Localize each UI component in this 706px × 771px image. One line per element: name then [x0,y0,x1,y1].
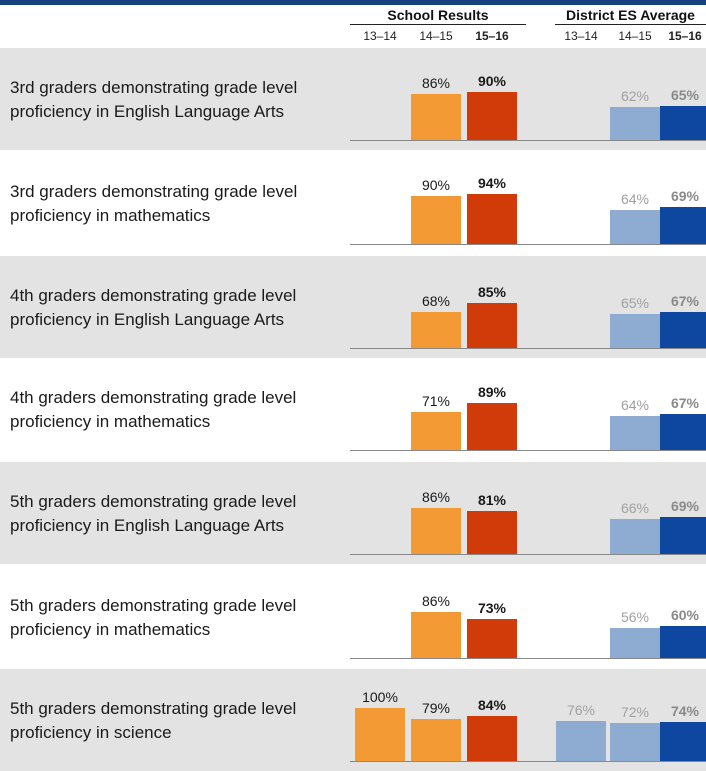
district-bar-2 [610,628,660,658]
school-results-title: School Results [387,7,489,23]
row-baseline [350,140,706,141]
district-year-header-3: 15–16 [668,29,702,43]
row-baseline [350,761,706,762]
school-bar-2 [411,719,461,761]
school-value-label-3: 94% [477,175,507,191]
district-value-label-2: 64% [620,191,650,207]
school-bar-2 [411,612,461,658]
chart-row-1: 3rd graders demonstrating grade level pr… [0,48,706,150]
school-year-header-1: 13–14 [363,29,397,43]
chart-row-3: 4th graders demonstrating grade level pr… [0,256,706,358]
district-average-underline [555,24,706,25]
top-rule [0,0,706,5]
school-value-label-2: 68% [421,293,451,309]
chart-row-4: 4th graders demonstrating grade level pr… [0,358,706,460]
district-value-label-3: 67% [670,395,700,411]
district-value-label-2: 56% [620,609,650,625]
school-bar-3 [467,303,517,348]
row-baseline [350,244,706,245]
district-bar-2 [610,210,660,244]
school-bar-2 [411,412,461,450]
district-bar-2 [610,107,660,140]
district-bar-1 [556,721,606,761]
school-bar-3 [467,92,517,140]
school-bar-3 [467,403,517,450]
district-bar-3 [660,207,706,244]
district-value-label-3: 69% [670,188,700,204]
district-bar-3 [660,517,706,554]
school-year-header-3: 15–16 [475,29,509,43]
row-baseline [350,554,706,555]
district-bar-2 [610,314,660,348]
school-bar-3 [467,716,517,761]
district-year-header-2: 14–15 [618,29,652,43]
school-value-label-2: 86% [421,489,451,505]
school-bar-2 [411,312,461,348]
row-label: 5th graders demonstrating grade level pr… [10,492,297,535]
chart-row-7: 5th graders demonstrating grade level pr… [0,669,706,771]
school-value-label-2: 86% [421,593,451,609]
district-bar-3 [660,312,706,348]
chart-row-2: 3rd graders demonstrating grade level pr… [0,152,706,254]
district-value-label-2: 66% [620,500,650,516]
district-value-label-2: 64% [620,397,650,413]
district-value-label-2: 62% [620,88,650,104]
school-value-label-1: 100% [362,689,398,705]
school-bar-3 [467,511,517,554]
district-bar-3 [660,722,706,761]
district-bar-2 [610,416,660,450]
row-label: 5th graders demonstrating grade level pr… [10,699,297,742]
district-average-title: District ES Average [566,7,695,23]
school-value-label-2: 86% [421,75,451,91]
district-year-header-1: 13–14 [564,29,598,43]
school-value-label-2: 79% [421,700,451,716]
district-bar-3 [660,414,706,450]
chart-row-6: 5th graders demonstrating grade level pr… [0,566,706,668]
row-baseline [350,450,706,451]
school-bar-2 [411,94,461,140]
school-value-label-3: 73% [477,600,507,616]
row-baseline [350,658,706,659]
school-year-header-2: 14–15 [419,29,453,43]
school-value-label-3: 84% [477,697,507,713]
row-label: 3rd graders demonstrating grade level pr… [10,78,298,121]
school-value-label-2: 90% [421,177,451,193]
school-bar-2 [411,196,461,244]
district-value-label-2: 65% [620,295,650,311]
school-value-label-3: 81% [477,492,507,508]
school-bar-2 [411,508,461,554]
district-value-label-3: 69% [670,498,700,514]
school-bar-3 [467,194,517,244]
school-value-label-3: 90% [477,73,507,89]
chart-row-5: 5th graders demonstrating grade level pr… [0,462,706,564]
district-value-label-2: 72% [620,704,650,720]
district-bar-2 [610,519,660,554]
row-baseline [350,348,706,349]
school-bar-1 [355,708,405,761]
school-results-underline [350,24,526,25]
row-label: 4th graders demonstrating grade level pr… [10,388,297,431]
district-bar-3 [660,626,706,658]
district-value-label-1: 76% [566,702,596,718]
school-value-label-2: 71% [421,393,451,409]
row-label: 4th graders demonstrating grade level pr… [10,286,297,329]
row-label: 5th graders demonstrating grade level pr… [10,596,297,639]
row-label: 3rd graders demonstrating grade level pr… [10,182,298,225]
district-value-label-3: 67% [670,293,700,309]
district-bar-2 [610,723,660,761]
school-bar-3 [467,619,517,658]
district-value-label-3: 65% [670,87,700,103]
school-value-label-3: 89% [477,384,507,400]
school-value-label-3: 85% [477,284,507,300]
district-bar-3 [660,106,706,140]
district-value-label-3: 74% [670,703,700,719]
district-value-label-3: 60% [670,607,700,623]
